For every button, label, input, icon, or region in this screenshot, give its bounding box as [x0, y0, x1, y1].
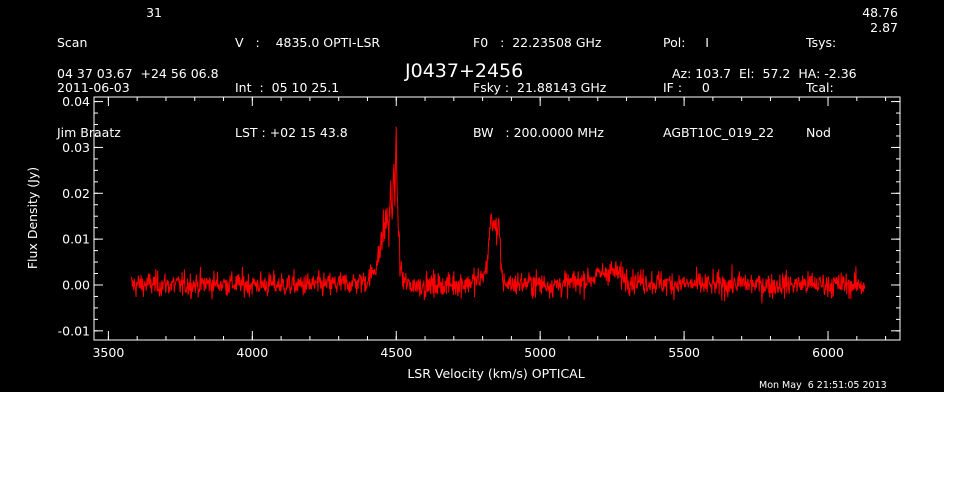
bandwidth-line: BW : 200.0000 MHz — [473, 125, 604, 140]
y-tick-label: 0.02 — [62, 186, 90, 201]
source-name: J0437+2456 — [405, 60, 524, 82]
az-el-ha-readout: Az: 103.7 El: 57.2 HA: -2.36 — [672, 66, 857, 81]
y-axis-label: Flux Density (Jy) — [25, 167, 40, 269]
polarization-line: Pol: I — [663, 35, 709, 50]
tsys-label: Tsys: — [806, 35, 837, 50]
project-id: AGBT10C_019_22 — [663, 125, 775, 140]
spectrum-line — [130, 126, 866, 304]
y-tick-label: 0.01 — [62, 232, 90, 247]
fsky-line: Fsky : 21.88143 GHz — [473, 80, 607, 95]
axes-layer — [93, 96, 901, 341]
header-col-3: F0 : 22.23508 GHz Fsky : 21.88143 GHz BW… — [473, 5, 606, 170]
plot-frame — [93, 96, 901, 341]
if-line: IF : 0 — [663, 80, 710, 95]
tcal-label: Tcal: — [806, 80, 834, 95]
integration-line: Int : 05 10 25.1 — [235, 80, 340, 95]
x-tick-label: 4500 — [380, 345, 412, 360]
tcal-value: 2.87 — [870, 20, 898, 35]
plot-timestamp: Mon May 6 21:51:05 2013 — [759, 380, 887, 391]
x-tick-label: 4000 — [236, 345, 268, 360]
date-text: 2011-06-03 — [57, 80, 130, 95]
mode-text: Nod — [806, 125, 831, 140]
lst-line: LST : +02 15 43.8 — [235, 125, 348, 140]
header-col-1: Scan 2011-06-03 Jim Braatz — [57, 5, 130, 170]
source-coordinates: 04 37 03.67 +24 56 06.8 — [57, 66, 219, 81]
spectrum-chart: 3500 4000 4500 5000 5500 6000 -0.01 0.00 0.01 0.0… — [25, 94, 901, 381]
tick-label-layer: 3500 4000 4500 5000 5500 6000 -0.01 0.00 0.01 0.0… — [58, 94, 844, 360]
header-col-5: Tsys: Tcal: Nod — [806, 5, 836, 170]
plot-panel: Scan 2011-06-03 Jim Braatz 31 V : 4835.0… — [0, 0, 944, 392]
f0-line: F0 : 22.23508 GHz — [473, 35, 602, 50]
x-tick-label: 5500 — [668, 345, 700, 360]
y-tick-label: -0.01 — [58, 323, 90, 338]
scan-number: 31 — [146, 5, 162, 20]
x-tick-label: 3500 — [92, 345, 124, 360]
velocity-line: V : 4835.0 OPTI-LSR — [235, 35, 381, 50]
observer-text: Jim Braatz — [57, 125, 121, 140]
x-axis-label: LSR Velocity (km/s) OPTICAL — [407, 366, 584, 381]
y-tick-label: 0.04 — [62, 94, 90, 109]
tsys-value: 48.76 — [862, 5, 898, 20]
data-layer — [130, 126, 866, 304]
header-col-2: V : 4835.0 OPTI-LSR Int : 05 10 25.1 LST… — [235, 5, 380, 170]
scan-label: Scan — [57, 35, 88, 50]
y-tick-label: 0.03 — [62, 140, 90, 155]
x-tick-label: 6000 — [812, 345, 844, 360]
x-tick-label: 5000 — [524, 345, 556, 360]
y-tick-label: 0.00 — [62, 277, 90, 292]
header-col-4: Pol: I IF : 0 AGBT10C_019_22 — [663, 5, 774, 170]
